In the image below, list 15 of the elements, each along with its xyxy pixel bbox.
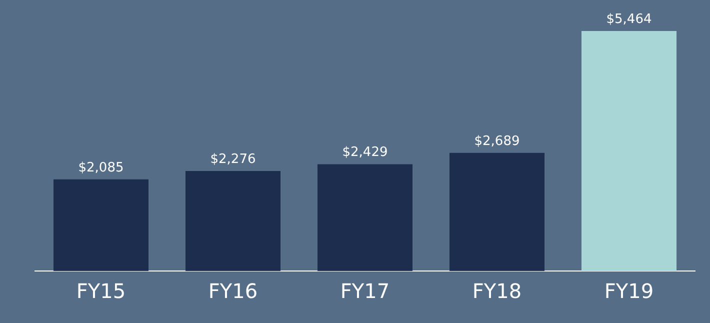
bar (185, 171, 281, 271)
x-tick-label: FY17 (340, 279, 390, 304)
data-label: $2,429 (342, 145, 388, 160)
x-tick-label: FY16 (208, 279, 258, 304)
bar (449, 152, 545, 271)
bar (581, 31, 677, 271)
x-tick-label: FY19 (604, 279, 654, 304)
data-label: $5,464 (606, 12, 652, 27)
data-label: $2,276 (210, 152, 256, 167)
data-label: $2,689 (474, 134, 520, 149)
bar (53, 179, 149, 271)
bar (317, 164, 413, 271)
data-label: $2,085 (78, 160, 124, 176)
x-tick-label: FY18 (472, 279, 522, 304)
x-tick-label: FY15 (76, 279, 126, 304)
